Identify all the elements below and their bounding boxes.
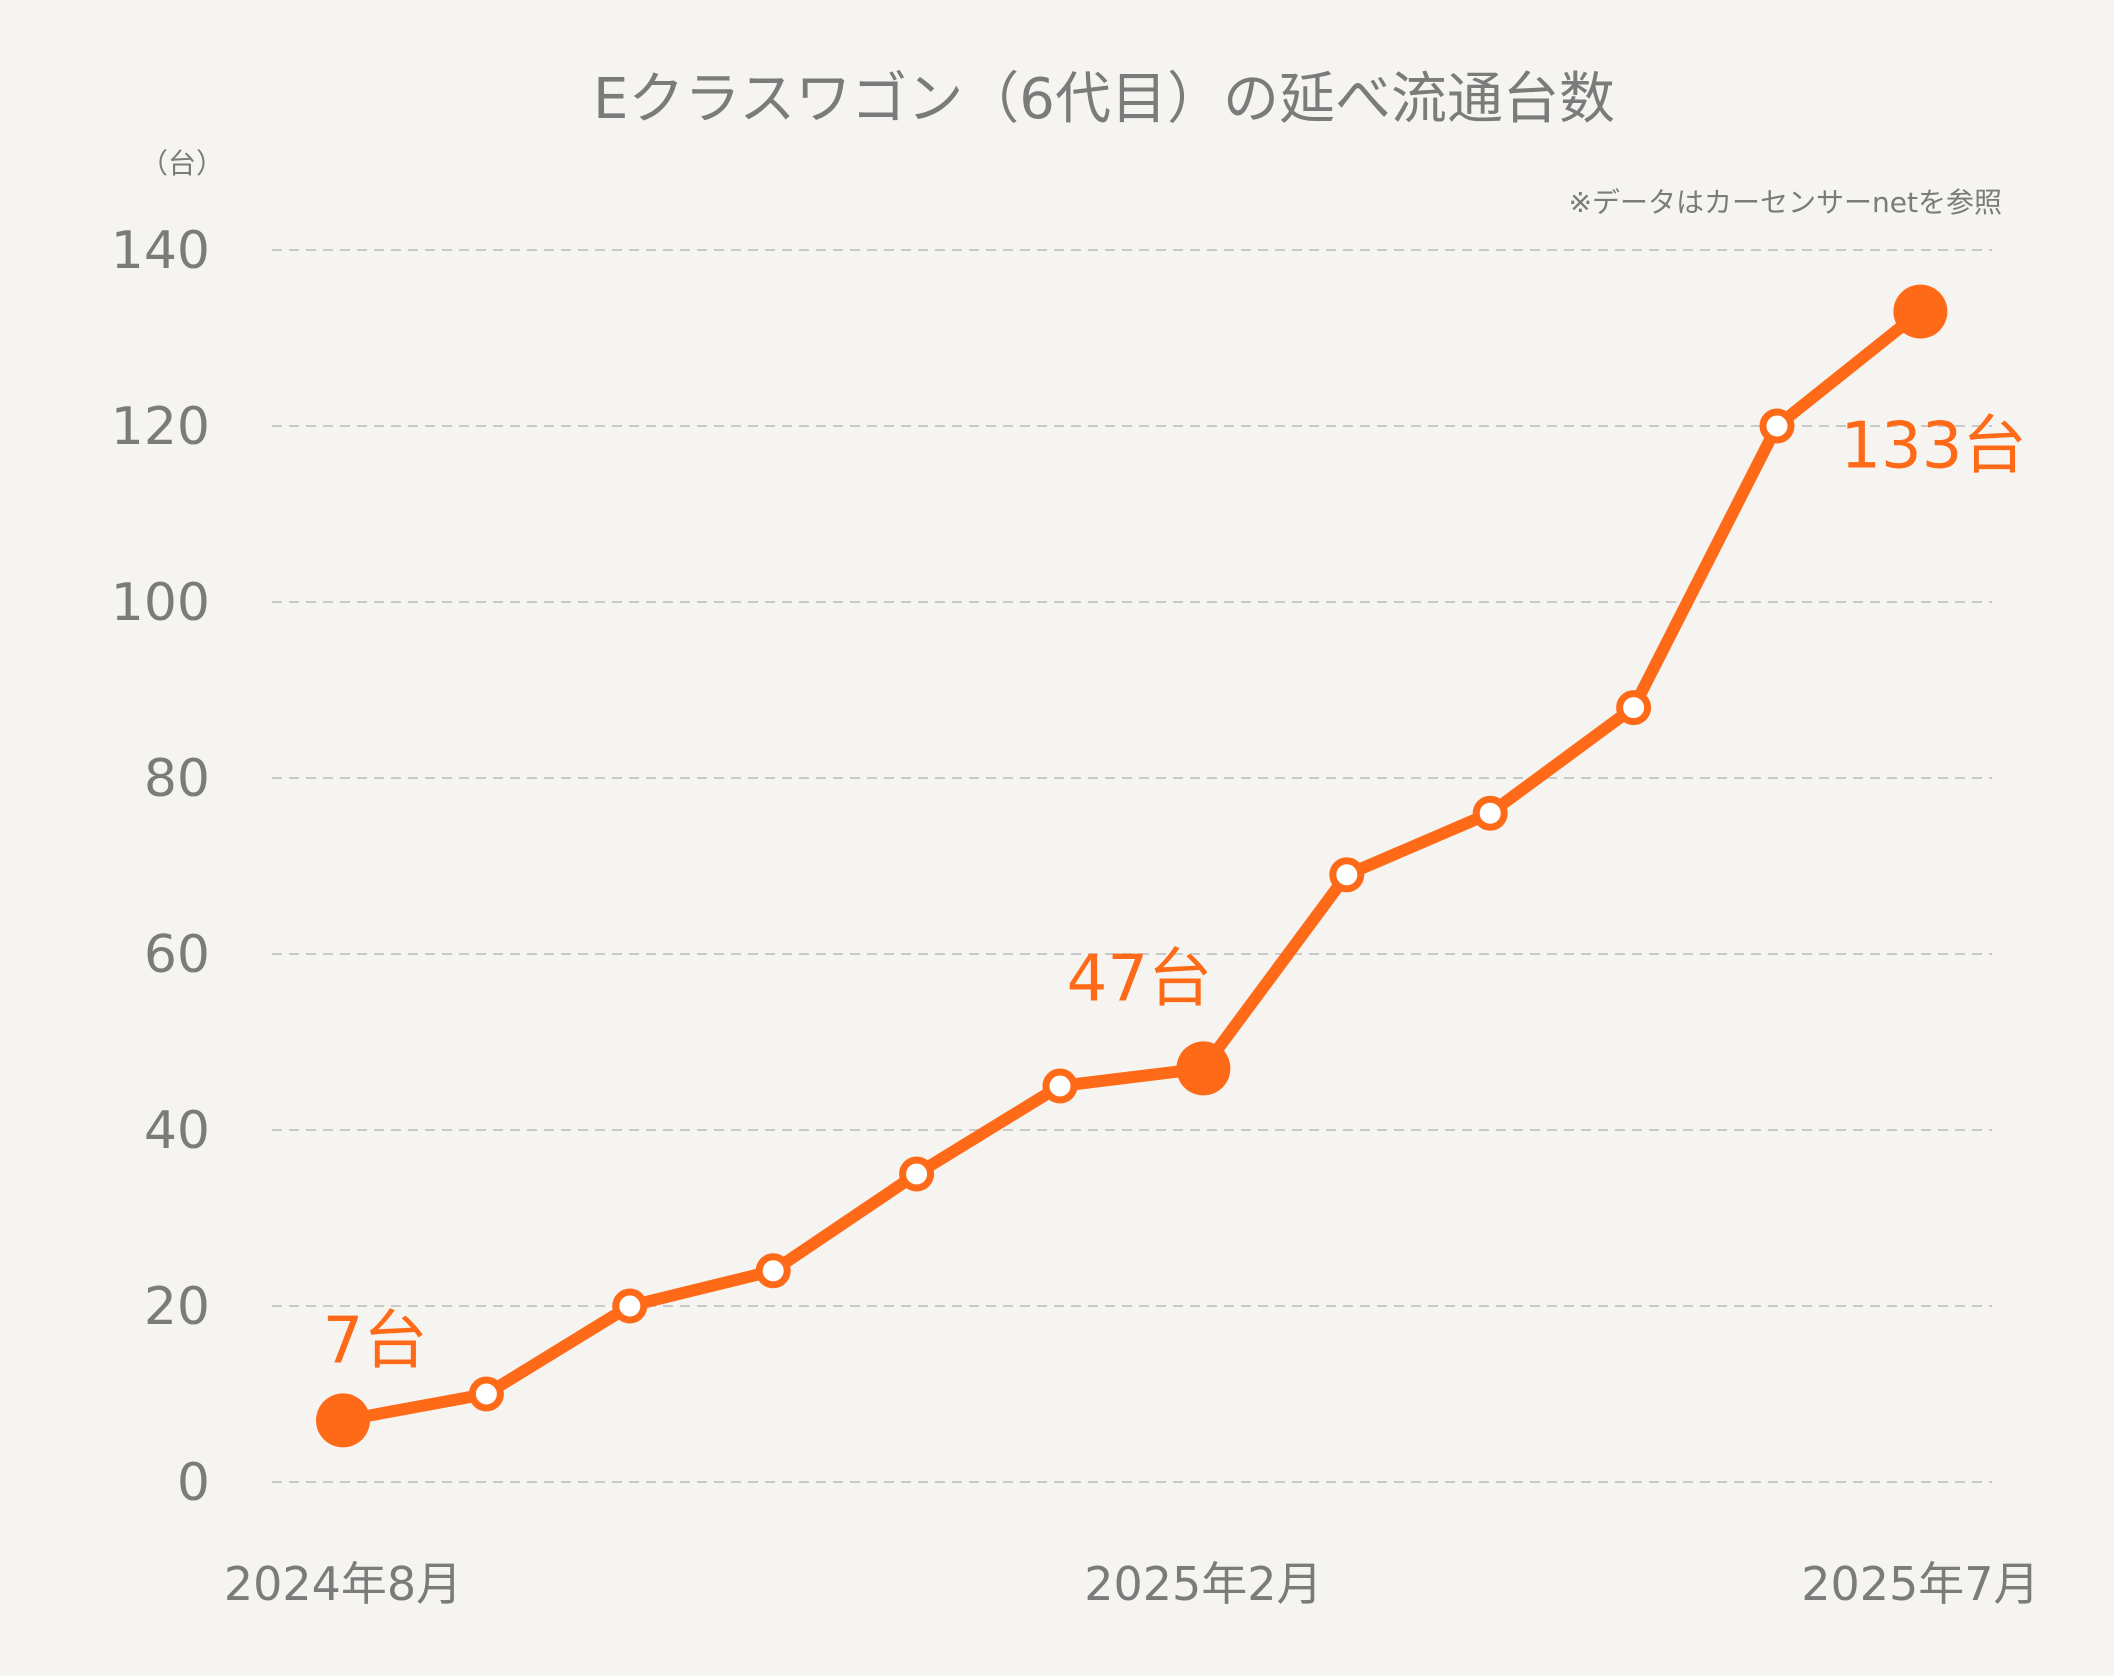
highlighted-data-point [1176,1041,1231,1096]
data-label: 47台 [1067,942,1212,1016]
y-tick-label: 80 [144,749,210,809]
grid-lines [272,249,1992,1483]
y-tick-label: 120 [111,397,210,457]
data-point [1759,408,1795,444]
data-point [1329,857,1365,893]
y-tick-label: 100 [111,573,210,633]
x-tick-label: 2025年7月 [1801,1557,2039,1611]
chart-title: Eクラスワゴン（6代目）の延べ流通台数 [593,67,1615,132]
y-tick-label: 40 [144,1101,210,1161]
data-point [1616,690,1652,726]
series-line-group [337,305,1927,1427]
y-tick-label: 20 [144,1277,210,1337]
data-labels: 7台 47台 133台 [323,410,2027,1379]
highlighted-data-point [316,1393,370,1448]
y-tick-label: 0 [177,1453,210,1513]
y-axis-unit-label: （台） [140,147,224,180]
data-point [468,1376,504,1412]
y-axis-tick-labels: 0 20 40 60 80 100 120 140 [111,221,210,1513]
x-axis-tick-labels: 2024年8月 2025年2月 2025年7月 [224,1557,2040,1611]
data-point [755,1253,791,1289]
data-point [612,1288,648,1324]
y-tick-label: 60 [144,925,210,985]
data-point [1472,795,1508,831]
data-points [316,284,1948,1448]
source-note: ※データはカーセンサーnetを参照 [1569,186,2002,219]
data-point [1042,1068,1078,1104]
x-tick-label: 2024年8月 [224,1557,462,1611]
data-label: 133台 [1840,410,2026,484]
data-point [899,1156,935,1192]
series-line [337,305,1927,1427]
data-label: 7台 [323,1304,428,1378]
highlighted-data-point [1893,284,1948,339]
x-tick-label: 2025年2月 [1084,1557,1322,1611]
y-tick-label: 140 [111,221,210,281]
